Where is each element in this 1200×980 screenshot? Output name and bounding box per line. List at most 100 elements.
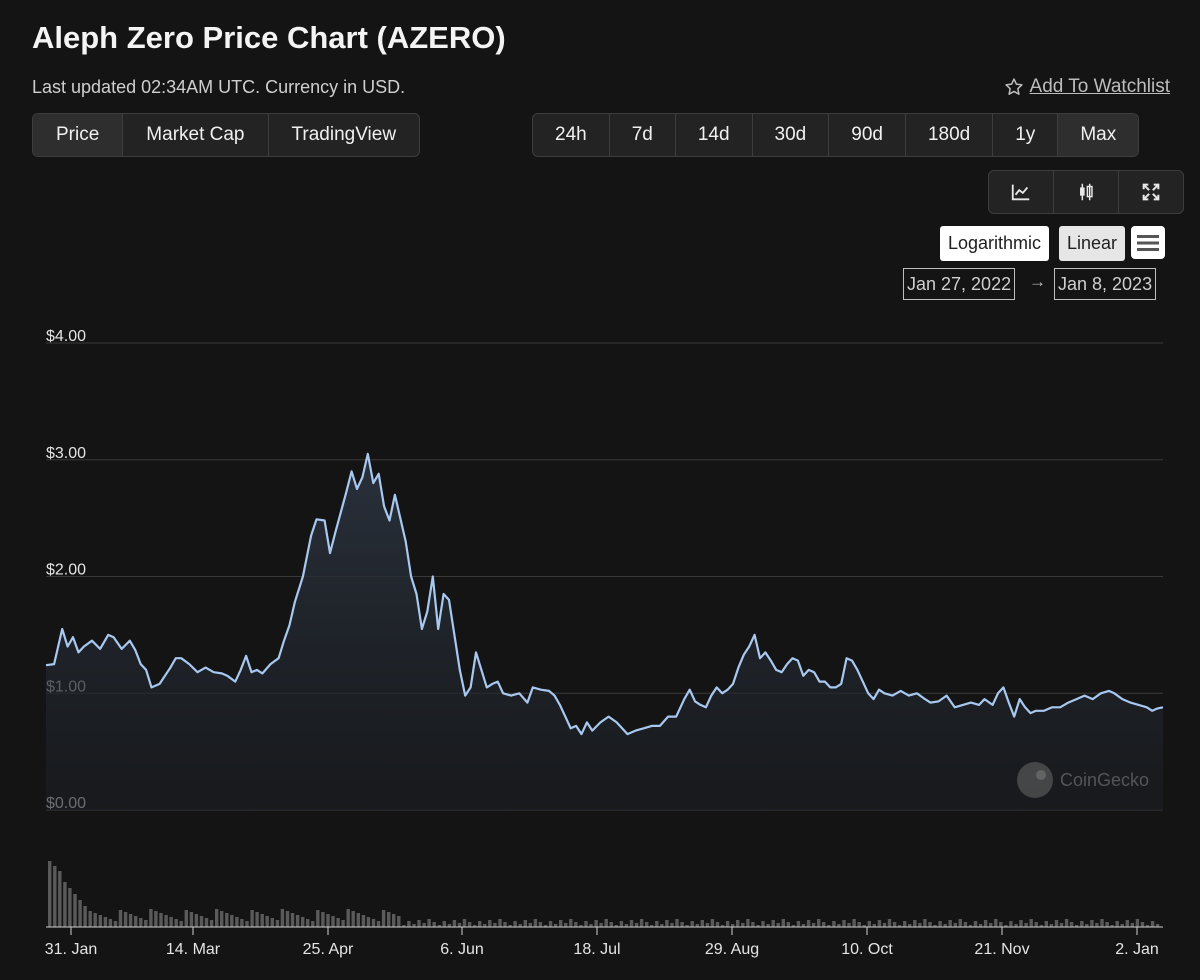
volume-bar	[1039, 925, 1043, 927]
range-1y[interactable]: 1y	[993, 114, 1059, 156]
volume-bar	[493, 923, 497, 927]
volume-bar	[331, 916, 335, 927]
volume-bar	[1019, 920, 1023, 927]
volume-bar	[392, 914, 396, 927]
volume-bar	[892, 922, 897, 927]
volume-bar	[933, 925, 937, 927]
volume-bar	[538, 922, 543, 927]
volume-bar	[220, 911, 224, 927]
range-90d[interactable]: 90d	[829, 114, 906, 156]
line-chart-button[interactable]	[989, 171, 1054, 213]
volume-bar	[159, 913, 163, 927]
volume-bar	[882, 923, 887, 927]
volume-bar	[1120, 924, 1124, 927]
volume-bar	[422, 923, 426, 927]
volume-bar	[1090, 920, 1094, 927]
volume-bar	[336, 918, 340, 927]
range-180d[interactable]: 180d	[906, 114, 994, 156]
volume-bar	[645, 922, 649, 927]
date-from-input[interactable]: Jan 27, 2022	[903, 268, 1016, 300]
volume-bar	[518, 924, 522, 927]
volume-bar	[184, 910, 188, 927]
volume-bar	[629, 920, 634, 927]
range-7d[interactable]: 7d	[610, 114, 676, 156]
fullscreen-icon	[1142, 183, 1160, 201]
volume-bar	[366, 917, 371, 927]
x-tick-label: 18. Jul	[573, 941, 620, 958]
price-chart[interactable]: $0.00$1.00$2.00$3.00$4.00 CoinGecko 31. …	[0, 310, 1200, 970]
volume-bar	[680, 922, 684, 927]
volume-bar	[123, 912, 128, 927]
chart-menu-button[interactable]	[1131, 226, 1165, 259]
candlestick-button[interactable]	[1054, 171, 1119, 213]
volume-bar	[508, 925, 512, 927]
logarithmic-button[interactable]: Logarithmic	[940, 226, 1050, 261]
volume-bar	[1024, 923, 1028, 927]
volume-bar	[720, 925, 725, 927]
volume-bar	[356, 913, 360, 927]
range-tabs: 24h 7d 14d 30d 90d 180d 1y Max	[532, 113, 1140, 157]
volume-bar	[351, 911, 355, 927]
volume-bar	[397, 916, 401, 927]
volume-bar	[528, 923, 532, 927]
volume-bar	[1009, 921, 1013, 927]
volume-bar	[513, 921, 517, 927]
volume-bar	[225, 913, 229, 927]
tab-market-cap[interactable]: Market Cap	[123, 114, 269, 156]
volume-bar	[346, 909, 350, 927]
volume-bar	[108, 919, 113, 927]
volume-bar	[53, 866, 57, 927]
tab-price[interactable]: Price	[33, 114, 124, 156]
volume-bar	[103, 917, 108, 927]
volume-bar	[402, 925, 406, 927]
volume-bar	[240, 919, 244, 927]
volume-bar	[650, 925, 654, 927]
add-to-watchlist-link[interactable]: Add To Watchlist	[1004, 76, 1170, 98]
volume-bar	[918, 923, 922, 927]
linear-button[interactable]: Linear	[1059, 226, 1126, 261]
volume-bar	[154, 911, 158, 927]
fullscreen-button[interactable]	[1119, 171, 1183, 213]
volume-bar	[614, 925, 618, 927]
volume-bar	[983, 920, 988, 927]
range-30d[interactable]: 30d	[753, 114, 830, 156]
volume-bar	[973, 921, 978, 927]
watchlist-label: Add To Watchlist	[1029, 76, 1170, 97]
volume-bar	[427, 919, 431, 927]
volume-bar	[78, 900, 82, 927]
volume-bar	[215, 909, 219, 927]
volume-bar	[639, 919, 644, 927]
volume-bar	[594, 920, 598, 927]
volume-bar	[1150, 921, 1155, 927]
volume-bar	[149, 909, 153, 927]
volume-bar	[128, 914, 133, 927]
volume-bar	[746, 919, 750, 927]
range-24h[interactable]: 24h	[533, 114, 610, 156]
volume-bar	[1140, 922, 1145, 927]
volume-bar	[412, 924, 416, 927]
date-to-input[interactable]: Jan 8, 2023	[1054, 268, 1157, 300]
volume-bar	[705, 923, 710, 927]
arrow-right-icon: →	[1029, 272, 1046, 291]
volume-bar	[321, 912, 325, 927]
volume-bar	[771, 920, 775, 927]
range-14d[interactable]: 14d	[676, 114, 753, 156]
volume-bar	[908, 924, 912, 927]
volume-bar	[579, 925, 583, 927]
volume-bar	[260, 914, 264, 927]
volume-bar	[235, 917, 239, 927]
volume-bar	[827, 925, 831, 927]
volume-bar	[564, 923, 568, 927]
volume-bar	[801, 924, 806, 927]
volume-bar	[1135, 919, 1140, 927]
volume-bar	[371, 919, 376, 927]
volume-bar	[604, 919, 608, 927]
volume-bar	[569, 919, 573, 927]
volume-bar	[857, 922, 861, 927]
range-max[interactable]: Max	[1058, 114, 1139, 156]
volume-bar	[665, 920, 669, 927]
chart-type-tabs: Price Market Cap TradingView	[32, 113, 421, 157]
volume-bar	[113, 921, 118, 927]
price-line	[45, 452, 1164, 736]
tab-tradingview[interactable]: TradingView	[291, 124, 397, 145]
